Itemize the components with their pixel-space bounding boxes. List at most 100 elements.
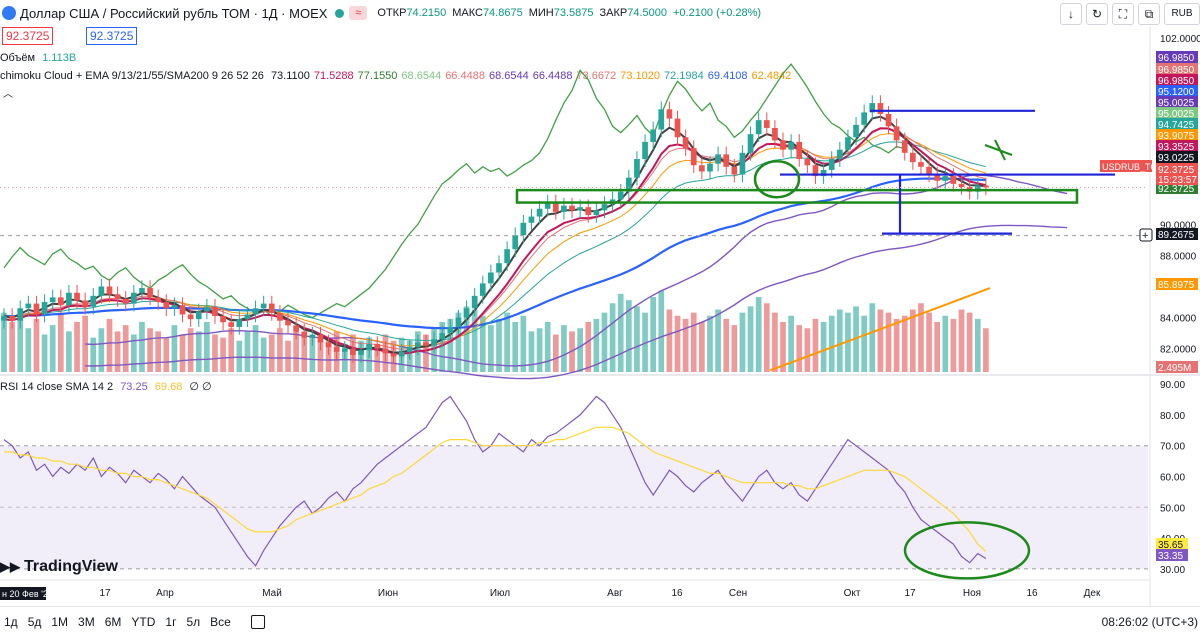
volume-bar [585,322,592,372]
volume-bar [674,315,681,372]
price-label: 95.1200 [1158,87,1195,98]
candle-body [66,292,72,306]
time-axis-label: Окт [844,588,861,599]
price-label: 96.9850 [1158,76,1195,87]
ohlc-value: 74.5000 [627,7,667,19]
volume-bar [877,309,884,372]
ohlc-value: +0.2100 (+0.28%) [672,7,762,19]
price-chart[interactable]: 102.0000 90.0000 88.0000 84.0000 82.0000 96.9… [0,0,1200,606]
price-label-bg [1156,278,1198,290]
volume-bar [617,293,624,372]
price-label-bg [1156,118,1198,130]
candle-body [869,103,876,113]
volume-bar [707,315,713,372]
candle-body [9,316,15,321]
ohlc-item: МАКС74.8675 [452,7,523,19]
candle-body [642,141,648,160]
candle-body [90,295,97,307]
sell-price-button[interactable]: 92.3725 [2,27,54,45]
ema-9-line [3,128,987,350]
timeframe-YTD[interactable]: YTD [131,615,156,629]
time-axis-label: Июл [490,588,510,599]
approx-icon[interactable]: ≈ [349,6,368,20]
rsi-band [0,445,1148,569]
price-label-bg [1156,63,1198,75]
candle-body [82,300,88,307]
candle-body [958,183,965,188]
candle-body [301,331,308,338]
download-button[interactable]: ↓ [1060,3,1082,25]
price-label-bg [1156,85,1198,97]
calendar-icon[interactable] [250,615,265,629]
rsi-sma-line [4,426,987,552]
timeframe-Все[interactable]: Все [210,615,231,629]
candle-body [723,154,730,167]
volume-bar [918,303,924,372]
candle-body [812,165,819,177]
candle-body [658,109,665,130]
candle-body [699,165,705,172]
timeframe-1М[interactable]: 1М [51,615,69,629]
volume-bar [634,306,640,372]
add-alert-icon[interactable] [1139,228,1153,242]
timeframe-5л[interactable]: 5л [186,615,201,629]
price-axis-tick: 88.0000 [1160,251,1197,262]
chart-header: Доллар США / Российский рубль ТОМ · 1Д ·… [0,0,1200,26]
chevron-up-icon[interactable]: ︿ [3,89,13,100]
price-label: 96.9850 [1158,65,1195,76]
volume-bar [147,328,153,372]
price-label: 95.0025 [1158,109,1195,120]
rsi-price-label: 35.65 [1158,540,1183,551]
volume-bar [910,309,916,372]
indicator-label: chimoku Cloud + EMA 9/13/21/55/SMA200 9 … [0,70,264,82]
timeframe-6М[interactable]: 6М [104,615,122,629]
volume-bar [950,318,957,372]
candle-body [195,311,202,320]
candle-body [374,344,381,349]
volume-bar [447,318,454,372]
candle-body [707,163,713,172]
ema-55-line [3,177,986,330]
candle-body [617,191,624,200]
volume-bar [74,322,80,372]
volume-bar [974,318,981,372]
volume-bar [236,340,243,372]
volume-legend[interactable]: Объём 1.113B [0,52,80,64]
volume-bar [983,328,989,372]
rsi-axis-tick: 60.00 [1160,473,1185,484]
timeframe-1д[interactable]: 1д [4,615,18,629]
timeframe-5д[interactable]: 5д [27,615,42,629]
fullscreen-button[interactable]: ⛶ [1112,3,1134,25]
candle-body [561,205,567,212]
symbol-tag: USDRUB_TOM [1102,162,1165,172]
candle-body [41,302,48,315]
volume-bar [609,303,616,372]
timeframe-1г[interactable]: 1г [165,615,177,629]
volume-bar [723,318,730,372]
ohlc-value: 74.8675 [482,7,523,19]
candle-body [139,288,145,293]
popout-button[interactable]: ⧉ [1138,3,1160,25]
volume-label: Объём [0,52,36,64]
price-label: 2.495M [1158,363,1191,374]
rsi-legend[interactable]: RSI 14 close SMA 14 2 73.25 69.68 ∅ ∅ [0,380,216,393]
price-label: 93.9075 [1158,131,1195,142]
candle-body [333,347,340,352]
price-label-bg [1156,151,1198,163]
refresh-button[interactable]: ↻ [1086,3,1108,25]
candle-body [463,308,470,318]
candle-body [212,306,218,317]
volume-bar [122,325,129,372]
candle-body [147,288,153,298]
buy-price-button[interactable]: 92.3725 [86,27,138,45]
timeframe-3М[interactable]: 3М [78,615,95,629]
candle-body [382,348,389,354]
clock[interactable]: 08:26:02 (UTC+3) [1101,615,1198,629]
indicator-legend[interactable]: chimoku Cloud + EMA 9/13/21/55/SMA200 9 … [0,70,795,82]
symbol-title[interactable]: Доллар США / Российский рубль ТОМ · 1Д ·… [20,5,328,21]
market-status-dot [335,8,345,18]
rsi-value: 73.25 [120,381,148,393]
candle-body [439,333,446,340]
rsi-axis-tick: 70.00 [1160,442,1185,453]
candle-body [406,347,413,352]
